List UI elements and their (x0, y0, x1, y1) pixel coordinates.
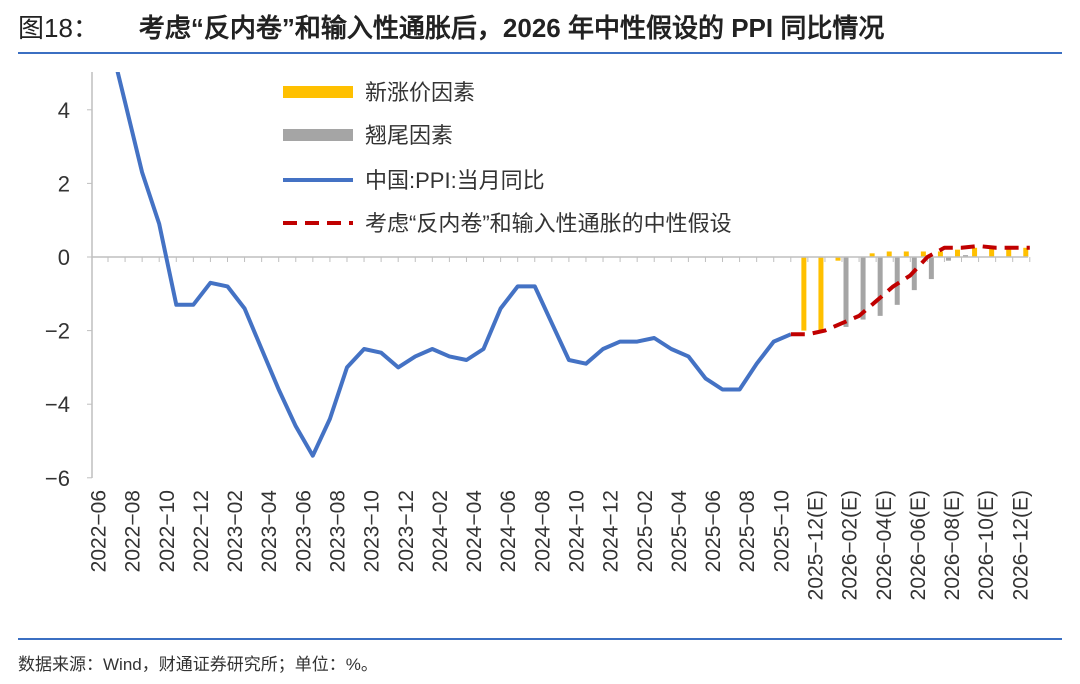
x-tick-label: 2025−06 (702, 490, 725, 572)
x-tick-label: 2022−10 (156, 490, 179, 572)
bar-new-factor (1006, 245, 1012, 257)
x-tick-label: 2023−10 (361, 490, 384, 572)
x-tick-label: 2025−10 (770, 490, 793, 572)
x-tick-label: 2025−04 (668, 490, 691, 573)
legend-swatch-tail-factor (283, 129, 353, 141)
legend-swatch-new-factor (283, 86, 353, 98)
y-tick-label: −6 (45, 466, 70, 491)
x-tick-label: 2024−10 (566, 490, 589, 572)
bar-new-factor (869, 253, 875, 257)
x-tick-label: 2022−06 (88, 490, 111, 572)
x-tick-label: 2024−06 (497, 490, 520, 572)
x-tick-label: 2022−12 (190, 490, 213, 572)
bar-tail-factor (963, 255, 968, 257)
x-tick-label: 2026−02(E) (839, 490, 862, 600)
x-tick-label: 2022−08 (122, 490, 145, 572)
x-tick-label: 2024−08 (531, 490, 554, 572)
bar-new-factor (920, 251, 926, 257)
bar-new-factor (1023, 247, 1029, 257)
x-tick-label: 2026−12(E) (1009, 490, 1032, 600)
source-note: 数据来源：Wind，财通证券研究所；单位：%。 (18, 655, 378, 674)
footer-divider (18, 638, 1062, 640)
bar-new-factor (801, 257, 807, 331)
bar-tail-factor (843, 257, 849, 327)
x-tick-label: 2025−08 (736, 490, 759, 572)
x-tick-label: 2023−06 (292, 490, 315, 572)
bar-tail-factor (928, 257, 934, 280)
x-tick-label: 2024−04 (463, 490, 486, 573)
y-tick-label: 2 (58, 171, 70, 196)
x-tick-label: 2023−02 (224, 490, 247, 572)
bar-new-factor (835, 257, 841, 261)
figure-title-text: 考虑“反内卷”和输入性通胀后，2026 年中性假设的 PPI 同比情况 (138, 13, 885, 43)
bar-new-factor (989, 245, 995, 257)
bar-tail-factor (945, 257, 951, 261)
x-tick-label: 2023−08 (327, 490, 350, 572)
x-tick-label: 2024−02 (429, 490, 452, 572)
bar-new-factor (972, 247, 978, 257)
legend-label: 翘尾因素 (365, 123, 453, 148)
y-tick-label: −2 (45, 319, 70, 344)
legend-label: 中国:PPI:当月同比 (365, 168, 545, 193)
bar-tail-factor (860, 257, 866, 320)
x-tick-label: 2024−12 (600, 490, 623, 572)
y-tick-label: 0 (58, 245, 70, 270)
y-tick-label: −4 (45, 392, 70, 417)
figure-number: 图18： (18, 13, 99, 43)
x-tick-label: 2023−04 (258, 490, 281, 573)
bar-new-factor (818, 257, 824, 331)
x-tick-label: 2025−02 (634, 490, 657, 572)
x-tick-label: 2026−10(E) (975, 490, 998, 600)
bar-tail-factor (894, 257, 900, 305)
x-tick-label: 2026−08(E) (941, 490, 964, 600)
ppi-chart: −6 −4 −2 0 2 4 2022−06 2022−08 2022−10 2022−12 202… (45, 72, 1032, 600)
legend-label: 考虑“反内卷”和输入性通胀的中性假设 (365, 211, 732, 236)
bar-new-factor (937, 251, 943, 257)
x-tick-label: 2023−12 (395, 490, 418, 572)
bar-new-factor (955, 249, 960, 257)
y-tick-label: 4 (58, 98, 70, 123)
bar-new-factor (886, 251, 892, 257)
x-tick-label: 2025−12(E) (804, 490, 827, 600)
x-tick-label: 2026−04(E) (873, 490, 896, 600)
x-tick-label: 2026−06(E) (907, 490, 930, 600)
series-line-actual-ppi (115, 72, 792, 458)
figure-title: 图18： 考虑“反内卷”和输入性通胀后，2026 年中性假设的 PPI 同比情况 (18, 10, 884, 46)
bar-tail-factor (877, 257, 883, 316)
title-divider (18, 52, 1062, 54)
series-line-assumption (790, 244, 1030, 337)
legend-label: 新涨价因素 (365, 80, 475, 105)
bar-new-factor (903, 251, 909, 257)
